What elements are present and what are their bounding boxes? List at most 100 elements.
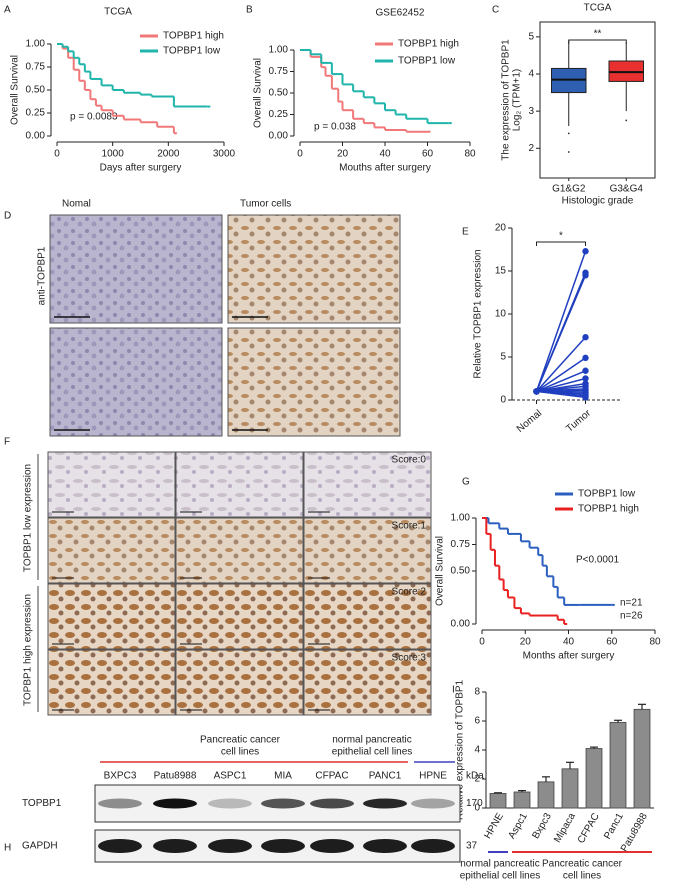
- ihc-image: [49, 214, 223, 324]
- bar: [537, 781, 555, 809]
- unit-label: kDa: [466, 771, 484, 782]
- blot-band: [98, 798, 142, 809]
- blot-band: [153, 839, 197, 853]
- y-tick-label: 4: [528, 69, 534, 80]
- panel-letter: A: [4, 5, 11, 16]
- y-tick-label: 1.00: [451, 513, 471, 524]
- point: [582, 367, 589, 374]
- y-axis-label: The expression of TOPBP1: [501, 39, 512, 161]
- column-label: Tumor cells: [240, 199, 291, 210]
- y-tick-label: 1.00: [269, 45, 289, 56]
- legend-label: TOPBP1 low: [398, 56, 456, 67]
- x-tick-label: CFPAC: [576, 811, 602, 845]
- outlier: [567, 151, 570, 153]
- blot-band: [363, 839, 407, 853]
- panel-letter: I: [452, 685, 455, 696]
- ihc-image: [175, 451, 304, 518]
- chart-title: TCGA: [104, 7, 132, 18]
- blot-band: [363, 798, 407, 809]
- x-tick-label: 0: [479, 637, 485, 648]
- chart-title: GSE62452: [376, 8, 425, 19]
- y-tick-label: 1.00: [26, 39, 46, 50]
- lane-label: PANC1: [369, 771, 402, 782]
- y-tick-label: 2: [474, 774, 480, 785]
- x-axis-label: Days after surgery: [100, 163, 182, 174]
- y-tick-label: 3: [528, 106, 534, 117]
- y-axis-label: Overall Survival: [10, 55, 21, 125]
- x-tick-label: 0: [54, 149, 60, 160]
- pair-line: [536, 390, 586, 399]
- ihc-image: [303, 451, 432, 518]
- x-tick-label: 3000: [213, 149, 236, 160]
- group-label: normal pancreatic: [332, 735, 411, 746]
- point: [582, 272, 589, 279]
- blot-band: [261, 839, 305, 853]
- lane-label: HPNE: [419, 771, 447, 782]
- protein-label: GAPDH: [22, 841, 58, 852]
- ihc-image: [227, 214, 401, 324]
- ihc-image: [47, 649, 176, 716]
- pair-line: [536, 370, 586, 393]
- ihc-image: [303, 517, 432, 584]
- lane-label: CFPAC: [315, 771, 348, 782]
- annotation: **: [594, 29, 602, 40]
- score-label: Score:0: [392, 455, 427, 466]
- legend-label: TOPBP1 high: [398, 39, 459, 50]
- legend-label: TOPBP1 low: [163, 46, 221, 57]
- lane-label: MIA: [274, 771, 292, 782]
- y-axis-label: Log₂ (TPM+1): [512, 69, 523, 132]
- point: [582, 394, 589, 401]
- y-tick-label: 8: [474, 687, 480, 698]
- y-tick-label: 4: [474, 745, 480, 756]
- bar: [513, 791, 531, 809]
- ihc-image: [303, 583, 432, 650]
- blot-band: [98, 839, 142, 853]
- kda-label: 170: [466, 798, 483, 809]
- x-tick-label: 60: [606, 637, 618, 648]
- ihc-image: [175, 517, 304, 584]
- y-tick-label: 0.50: [451, 566, 471, 577]
- y-axis-label: Overall Survival: [253, 58, 264, 128]
- sig-bracket: [536, 241, 586, 246]
- legend-label: TOPBP1 high: [578, 504, 639, 515]
- ihc-image: [303, 649, 432, 716]
- panel-letter: F: [4, 437, 10, 448]
- point: [582, 375, 589, 382]
- x-tick-label: 80: [649, 637, 661, 648]
- outlier: [625, 119, 628, 122]
- y-tick-label: 2: [528, 143, 534, 154]
- y-tick-label: 0.25: [269, 109, 289, 120]
- x-tick-label: Tumor: [564, 407, 593, 434]
- pair-line: [536, 357, 586, 393]
- x-tick-label: 80: [464, 149, 476, 160]
- annotation: p = 0.038: [314, 122, 356, 133]
- x-tick-label: 20: [337, 149, 349, 160]
- y-axis-label: Relative TOPBP1 expression: [473, 249, 484, 378]
- point: [582, 334, 589, 341]
- group-label: cell lines: [563, 871, 601, 881]
- y-tick-label: 20: [495, 223, 507, 234]
- lane-label: Patu8988: [154, 771, 197, 782]
- pair-line: [536, 377, 586, 393]
- bar: [633, 708, 651, 809]
- ihc-image: [47, 517, 176, 584]
- x-axis-label: Months after surgery: [523, 651, 615, 662]
- group-label: epithelial cell lines: [332, 747, 413, 758]
- ihc-image: [47, 583, 176, 650]
- bar: [561, 768, 579, 809]
- x-tick-label: Mipaca: [552, 811, 578, 845]
- bar: [609, 721, 627, 809]
- panel-letter: E: [462, 227, 469, 238]
- lane-label: ASPC1: [214, 771, 247, 782]
- plot-frame: [539, 21, 656, 179]
- y-tick-label: 10: [495, 309, 507, 320]
- column-label: Nomal: [62, 199, 91, 210]
- x-tick-label: Panc1: [602, 811, 626, 841]
- blot-band: [310, 839, 354, 853]
- score-label: Score:1: [392, 521, 427, 532]
- x-tick-label: 1000: [102, 149, 125, 160]
- x-tick-label: Aspc1: [506, 811, 530, 841]
- y-axis-label: Overall Survival: [435, 536, 446, 606]
- x-tick-label: 40: [563, 637, 575, 648]
- n-label: n=21: [620, 598, 643, 609]
